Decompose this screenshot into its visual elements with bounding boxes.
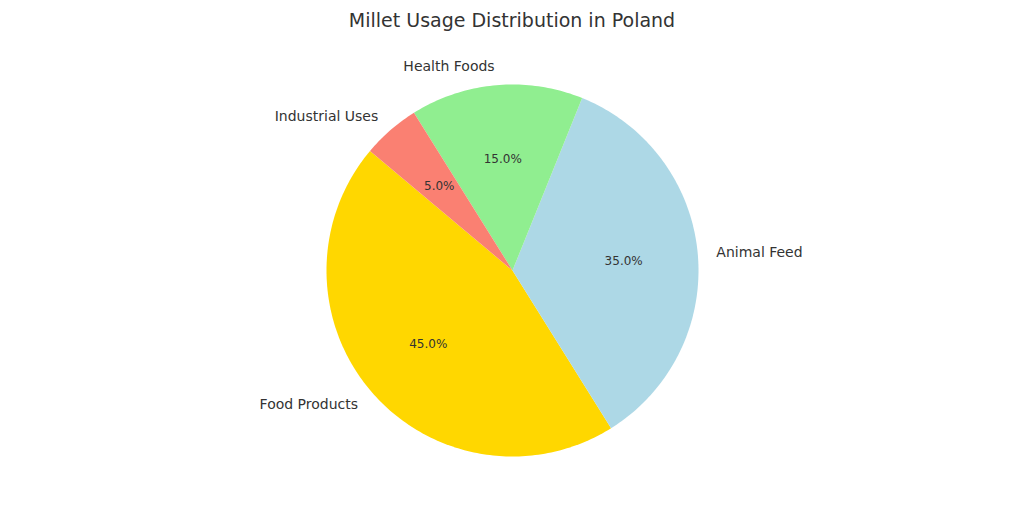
svg-text:Animal Feed: Animal Feed	[716, 244, 802, 260]
svg-text:Health Foods: Health Foods	[403, 58, 494, 74]
svg-text:45.0%: 45.0%	[409, 337, 447, 351]
svg-text:Industrial Uses: Industrial Uses	[275, 108, 379, 124]
svg-text:Food Products: Food Products	[260, 396, 358, 412]
svg-text:35.0%: 35.0%	[605, 254, 643, 268]
svg-text:15.0%: 15.0%	[484, 152, 522, 166]
html-text:Millet Usage Distribution in P: Millet Usage Distribution in Poland	[348, 9, 676, 31]
svg-text:5.0%: 5.0%	[424, 179, 455, 193]
